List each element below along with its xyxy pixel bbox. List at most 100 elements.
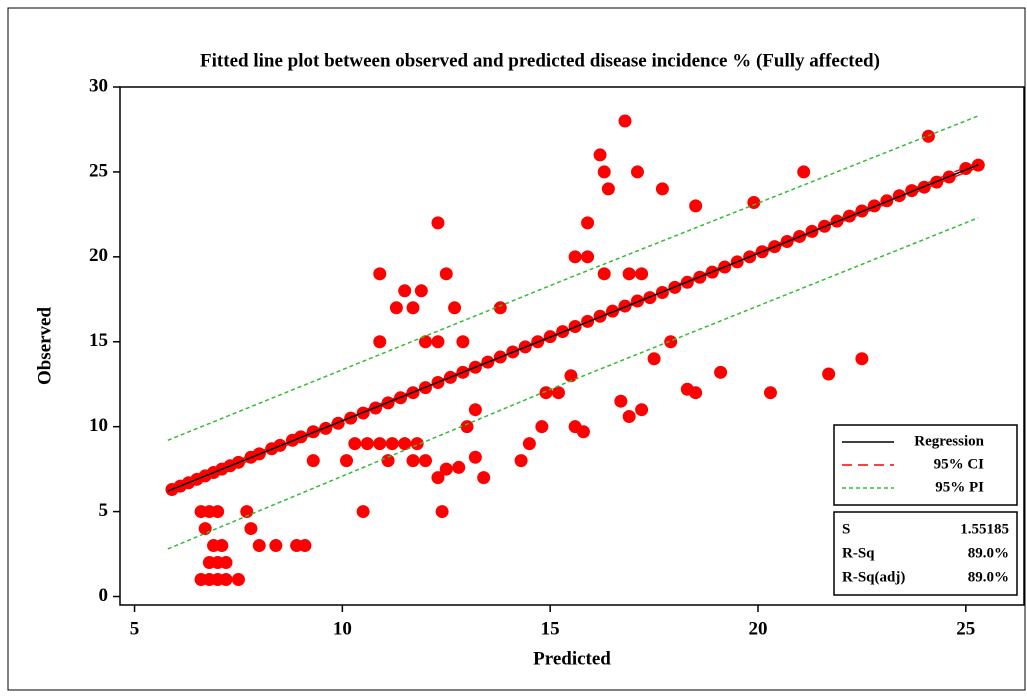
point	[493, 301, 507, 315]
point	[551, 386, 565, 400]
stat-value: 1.55185	[960, 521, 1009, 537]
plot-frame	[119, 86, 1025, 606]
point	[406, 454, 420, 468]
y-tick-label: 10	[89, 415, 108, 436]
point	[468, 403, 482, 417]
point	[414, 284, 428, 298]
point	[664, 335, 678, 349]
chart-title: Fitted line plot between observed and pr…	[200, 50, 880, 71]
point	[418, 454, 432, 468]
point	[431, 471, 445, 485]
point	[431, 216, 445, 230]
stat-name: R-Sq	[842, 545, 875, 561]
point	[398, 284, 412, 298]
point	[418, 335, 432, 349]
point	[892, 189, 906, 203]
point	[535, 420, 549, 434]
x-tick-label: 10	[333, 618, 352, 639]
point	[635, 403, 649, 417]
point	[431, 335, 445, 349]
legend-label: 95% CI	[934, 456, 985, 472]
point	[597, 267, 611, 281]
point	[356, 505, 370, 519]
point	[622, 409, 636, 423]
legend-label: Regression	[914, 433, 984, 449]
y-tick-label: 30	[89, 75, 108, 96]
point	[298, 539, 312, 553]
band-upper	[167, 115, 979, 441]
point	[439, 462, 453, 476]
point	[539, 386, 553, 400]
point	[468, 450, 482, 464]
point	[340, 454, 354, 468]
stat-value: 89.0%	[968, 545, 1009, 561]
point	[522, 437, 536, 451]
point	[240, 505, 254, 519]
point	[373, 437, 387, 451]
point	[219, 573, 233, 587]
point	[635, 267, 649, 281]
point	[452, 460, 466, 474]
x-axis-label: Predicted	[533, 648, 611, 669]
point	[460, 420, 474, 434]
y-tick-label: 15	[89, 330, 108, 351]
point	[244, 522, 258, 536]
point	[231, 573, 245, 587]
point	[581, 216, 595, 230]
point	[655, 182, 669, 196]
point	[348, 437, 362, 451]
y-tick-label: 25	[89, 160, 108, 181]
point	[576, 425, 590, 439]
point	[219, 556, 233, 570]
point	[689, 386, 703, 400]
band-upper	[167, 161, 979, 490]
point	[647, 352, 661, 366]
regression-line	[167, 164, 979, 492]
band-lower	[167, 217, 979, 550]
point	[360, 437, 374, 451]
point	[373, 267, 387, 281]
x-tick-label: 5	[130, 618, 140, 639]
point	[601, 182, 615, 196]
point	[855, 352, 869, 366]
point	[389, 301, 403, 315]
point	[211, 505, 225, 519]
point	[252, 539, 266, 553]
stat-name: R-Sq(adj)	[842, 569, 905, 585]
point	[622, 267, 636, 281]
point	[319, 421, 333, 435]
x-tick-label: 25	[956, 618, 975, 639]
point	[398, 437, 412, 451]
point	[581, 250, 595, 264]
y-tick-label: 20	[89, 245, 108, 266]
point	[564, 369, 578, 383]
point	[618, 114, 632, 128]
outer-frame	[7, 7, 1026, 691]
point	[456, 335, 470, 349]
point	[381, 454, 395, 468]
point	[198, 522, 212, 536]
y-tick-label: 5	[99, 500, 109, 521]
point	[747, 195, 761, 209]
point	[435, 505, 449, 519]
point	[373, 335, 387, 349]
stat-name: S	[842, 521, 850, 537]
point	[763, 386, 777, 400]
point	[385, 437, 399, 451]
stat-value: 89.0%	[968, 569, 1009, 585]
point	[568, 250, 582, 264]
point	[714, 365, 728, 379]
point	[331, 416, 345, 430]
point	[406, 301, 420, 315]
point	[306, 454, 320, 468]
point	[905, 184, 919, 198]
point	[822, 367, 836, 381]
x-tick-label: 20	[748, 618, 767, 639]
point	[630, 165, 644, 179]
point	[269, 539, 283, 553]
point	[215, 539, 229, 553]
point	[448, 301, 462, 315]
y-axis-label: Observed	[34, 307, 55, 386]
point	[514, 454, 528, 468]
